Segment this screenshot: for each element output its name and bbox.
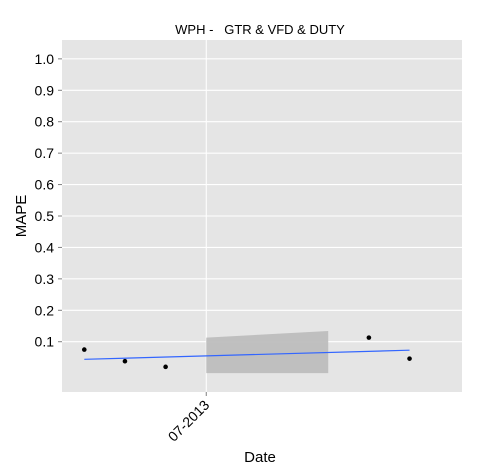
y-tick-label: 0.3	[35, 271, 55, 287]
data-point	[407, 356, 412, 361]
y-tick-label: 0.8	[35, 114, 55, 130]
y-tick-label: 0.9	[35, 82, 55, 98]
trend-line	[84, 349, 410, 360]
data-point	[81, 347, 87, 352]
chart-title: WPH - GTR & VFD & DUTY	[175, 22, 345, 37]
x-axis-ticks: 07-2013	[165, 392, 213, 444]
y-tick-label: 0.6	[35, 177, 55, 193]
confidence-band	[206, 331, 329, 374]
points-layer	[81, 335, 412, 370]
x-tick-label: 07-2013	[165, 397, 213, 445]
trend-line-layer	[84, 349, 410, 360]
x-axis-label: Date	[244, 449, 276, 466]
grid-lines	[62, 40, 462, 392]
y-tick-label: 0.7	[35, 145, 55, 161]
data-point	[122, 358, 128, 364]
y-tick-label: 1.0	[35, 51, 55, 67]
data-point	[163, 364, 168, 370]
y-tick-label: 0.5	[35, 208, 55, 224]
confidence-band-layer	[206, 331, 329, 374]
y-tick-label: 0.1	[35, 334, 55, 350]
y-tick-label: 0.4	[35, 239, 55, 255]
y-axis-ticks: 0.1 0.2 0.3 0.4 0.5 0.6 0.7 0.8 0.9 1.0	[35, 51, 62, 350]
y-axis-label: MAPE	[13, 195, 30, 238]
y-tick-label: 0.2	[35, 302, 55, 318]
data-point	[366, 335, 372, 340]
